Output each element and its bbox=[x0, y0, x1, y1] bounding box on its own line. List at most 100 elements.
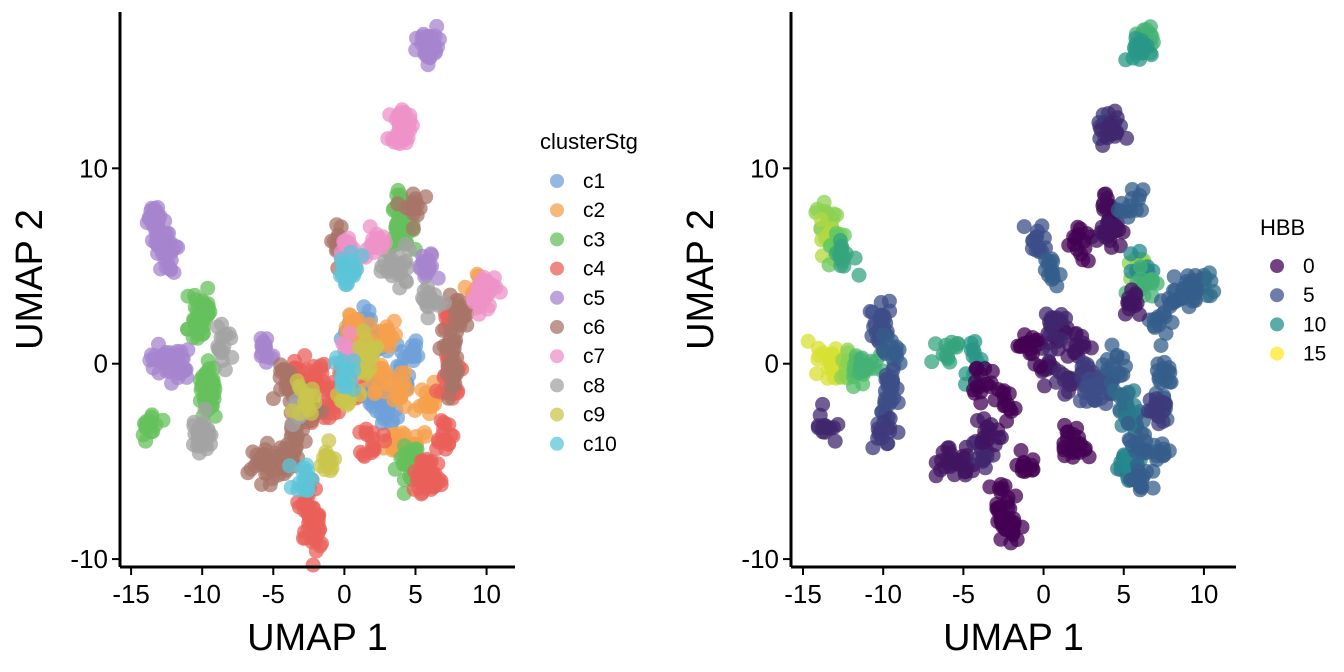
data-points bbox=[135, 18, 508, 573]
data-point bbox=[1071, 227, 1086, 243]
data-point bbox=[1112, 238, 1128, 254]
x-tick-label: 5 bbox=[408, 579, 422, 609]
data-point bbox=[1065, 449, 1081, 465]
y-axis-title: UMAP 2 bbox=[680, 209, 722, 350]
data-point bbox=[1032, 359, 1048, 375]
data-point bbox=[815, 396, 831, 412]
data-point bbox=[365, 425, 381, 441]
legend-label: 15 bbox=[1303, 343, 1326, 366]
legend-key bbox=[550, 261, 564, 276]
legend-label: 5 bbox=[1303, 284, 1315, 307]
data-point bbox=[342, 325, 358, 341]
data-point bbox=[1057, 386, 1073, 402]
data-point bbox=[1161, 443, 1177, 459]
data-point bbox=[273, 382, 289, 398]
data-point bbox=[1043, 343, 1058, 359]
data-point bbox=[1109, 124, 1125, 140]
legend-label: c6 bbox=[583, 316, 605, 339]
legend-key bbox=[550, 174, 564, 188]
data-point bbox=[1083, 340, 1099, 356]
data-point bbox=[997, 398, 1013, 414]
data-point bbox=[890, 424, 906, 440]
data-point bbox=[882, 411, 898, 426]
legend-key bbox=[550, 290, 564, 305]
legend-key bbox=[550, 407, 564, 422]
data-point bbox=[815, 419, 831, 435]
data-point bbox=[429, 18, 445, 34]
data-point bbox=[365, 231, 381, 247]
data-point bbox=[272, 369, 288, 385]
data-point bbox=[827, 433, 843, 449]
data-point bbox=[865, 440, 881, 456]
legend: HBB 0 5 10 15 bbox=[1260, 215, 1326, 366]
data-point bbox=[470, 288, 486, 303]
data-point bbox=[211, 341, 227, 357]
data-point bbox=[473, 276, 489, 292]
data-point bbox=[430, 270, 446, 286]
data-point bbox=[1132, 51, 1148, 67]
data-point bbox=[397, 399, 413, 415]
x-axis-title: UMAP 1 bbox=[943, 617, 1084, 659]
data-point bbox=[224, 349, 240, 365]
legend-label: c1 bbox=[583, 170, 605, 193]
data-point bbox=[872, 423, 888, 439]
data-point bbox=[417, 44, 433, 60]
legend-label: c10 bbox=[583, 433, 617, 456]
series-c5 bbox=[139, 18, 447, 391]
data-point bbox=[304, 472, 320, 488]
data-point bbox=[441, 390, 456, 406]
data-point bbox=[1134, 480, 1150, 496]
legend-key bbox=[550, 320, 564, 334]
y-tick-label: 0 bbox=[94, 349, 108, 379]
data-point bbox=[446, 340, 462, 356]
data-point bbox=[253, 331, 269, 346]
data-point bbox=[449, 292, 465, 308]
data-point bbox=[1004, 522, 1020, 537]
data-point bbox=[830, 417, 846, 432]
data-point bbox=[405, 353, 421, 369]
data-point bbox=[813, 212, 829, 227]
data-point bbox=[1132, 187, 1148, 203]
data-point bbox=[422, 259, 438, 275]
legend-key bbox=[550, 349, 564, 364]
data-point bbox=[1166, 294, 1182, 310]
data-point bbox=[875, 327, 891, 343]
data-point bbox=[881, 293, 897, 309]
data-point bbox=[416, 292, 432, 308]
data-point bbox=[826, 206, 842, 222]
data-point bbox=[352, 424, 368, 440]
data-point bbox=[398, 273, 414, 289]
data-point bbox=[198, 437, 214, 452]
data-point bbox=[973, 395, 989, 411]
data-point bbox=[1145, 463, 1161, 479]
data-point bbox=[924, 354, 940, 370]
data-point bbox=[970, 413, 985, 428]
data-point bbox=[197, 401, 213, 417]
data-point bbox=[165, 242, 180, 258]
data-point bbox=[369, 339, 385, 354]
legend-key bbox=[1270, 346, 1284, 361]
data-points bbox=[800, 19, 1222, 551]
data-point bbox=[420, 310, 436, 326]
data-point bbox=[1037, 378, 1052, 394]
data-point bbox=[987, 437, 1003, 453]
data-point bbox=[373, 406, 389, 422]
data-point bbox=[1096, 187, 1112, 202]
data-point bbox=[400, 130, 416, 146]
data-point bbox=[362, 361, 378, 377]
data-point bbox=[413, 486, 429, 502]
data-point bbox=[1053, 307, 1069, 322]
data-point bbox=[984, 363, 1000, 379]
data-point bbox=[361, 303, 377, 319]
data-point bbox=[1022, 341, 1038, 357]
data-point bbox=[174, 359, 190, 375]
data-point bbox=[977, 460, 993, 476]
data-point bbox=[1038, 306, 1054, 322]
data-point bbox=[969, 379, 985, 395]
data-point bbox=[256, 447, 272, 463]
data-point bbox=[144, 347, 159, 363]
data-point bbox=[1067, 437, 1083, 453]
data-point bbox=[1162, 374, 1177, 390]
data-point bbox=[394, 425, 410, 441]
x-tick-label: 0 bbox=[1036, 579, 1050, 609]
